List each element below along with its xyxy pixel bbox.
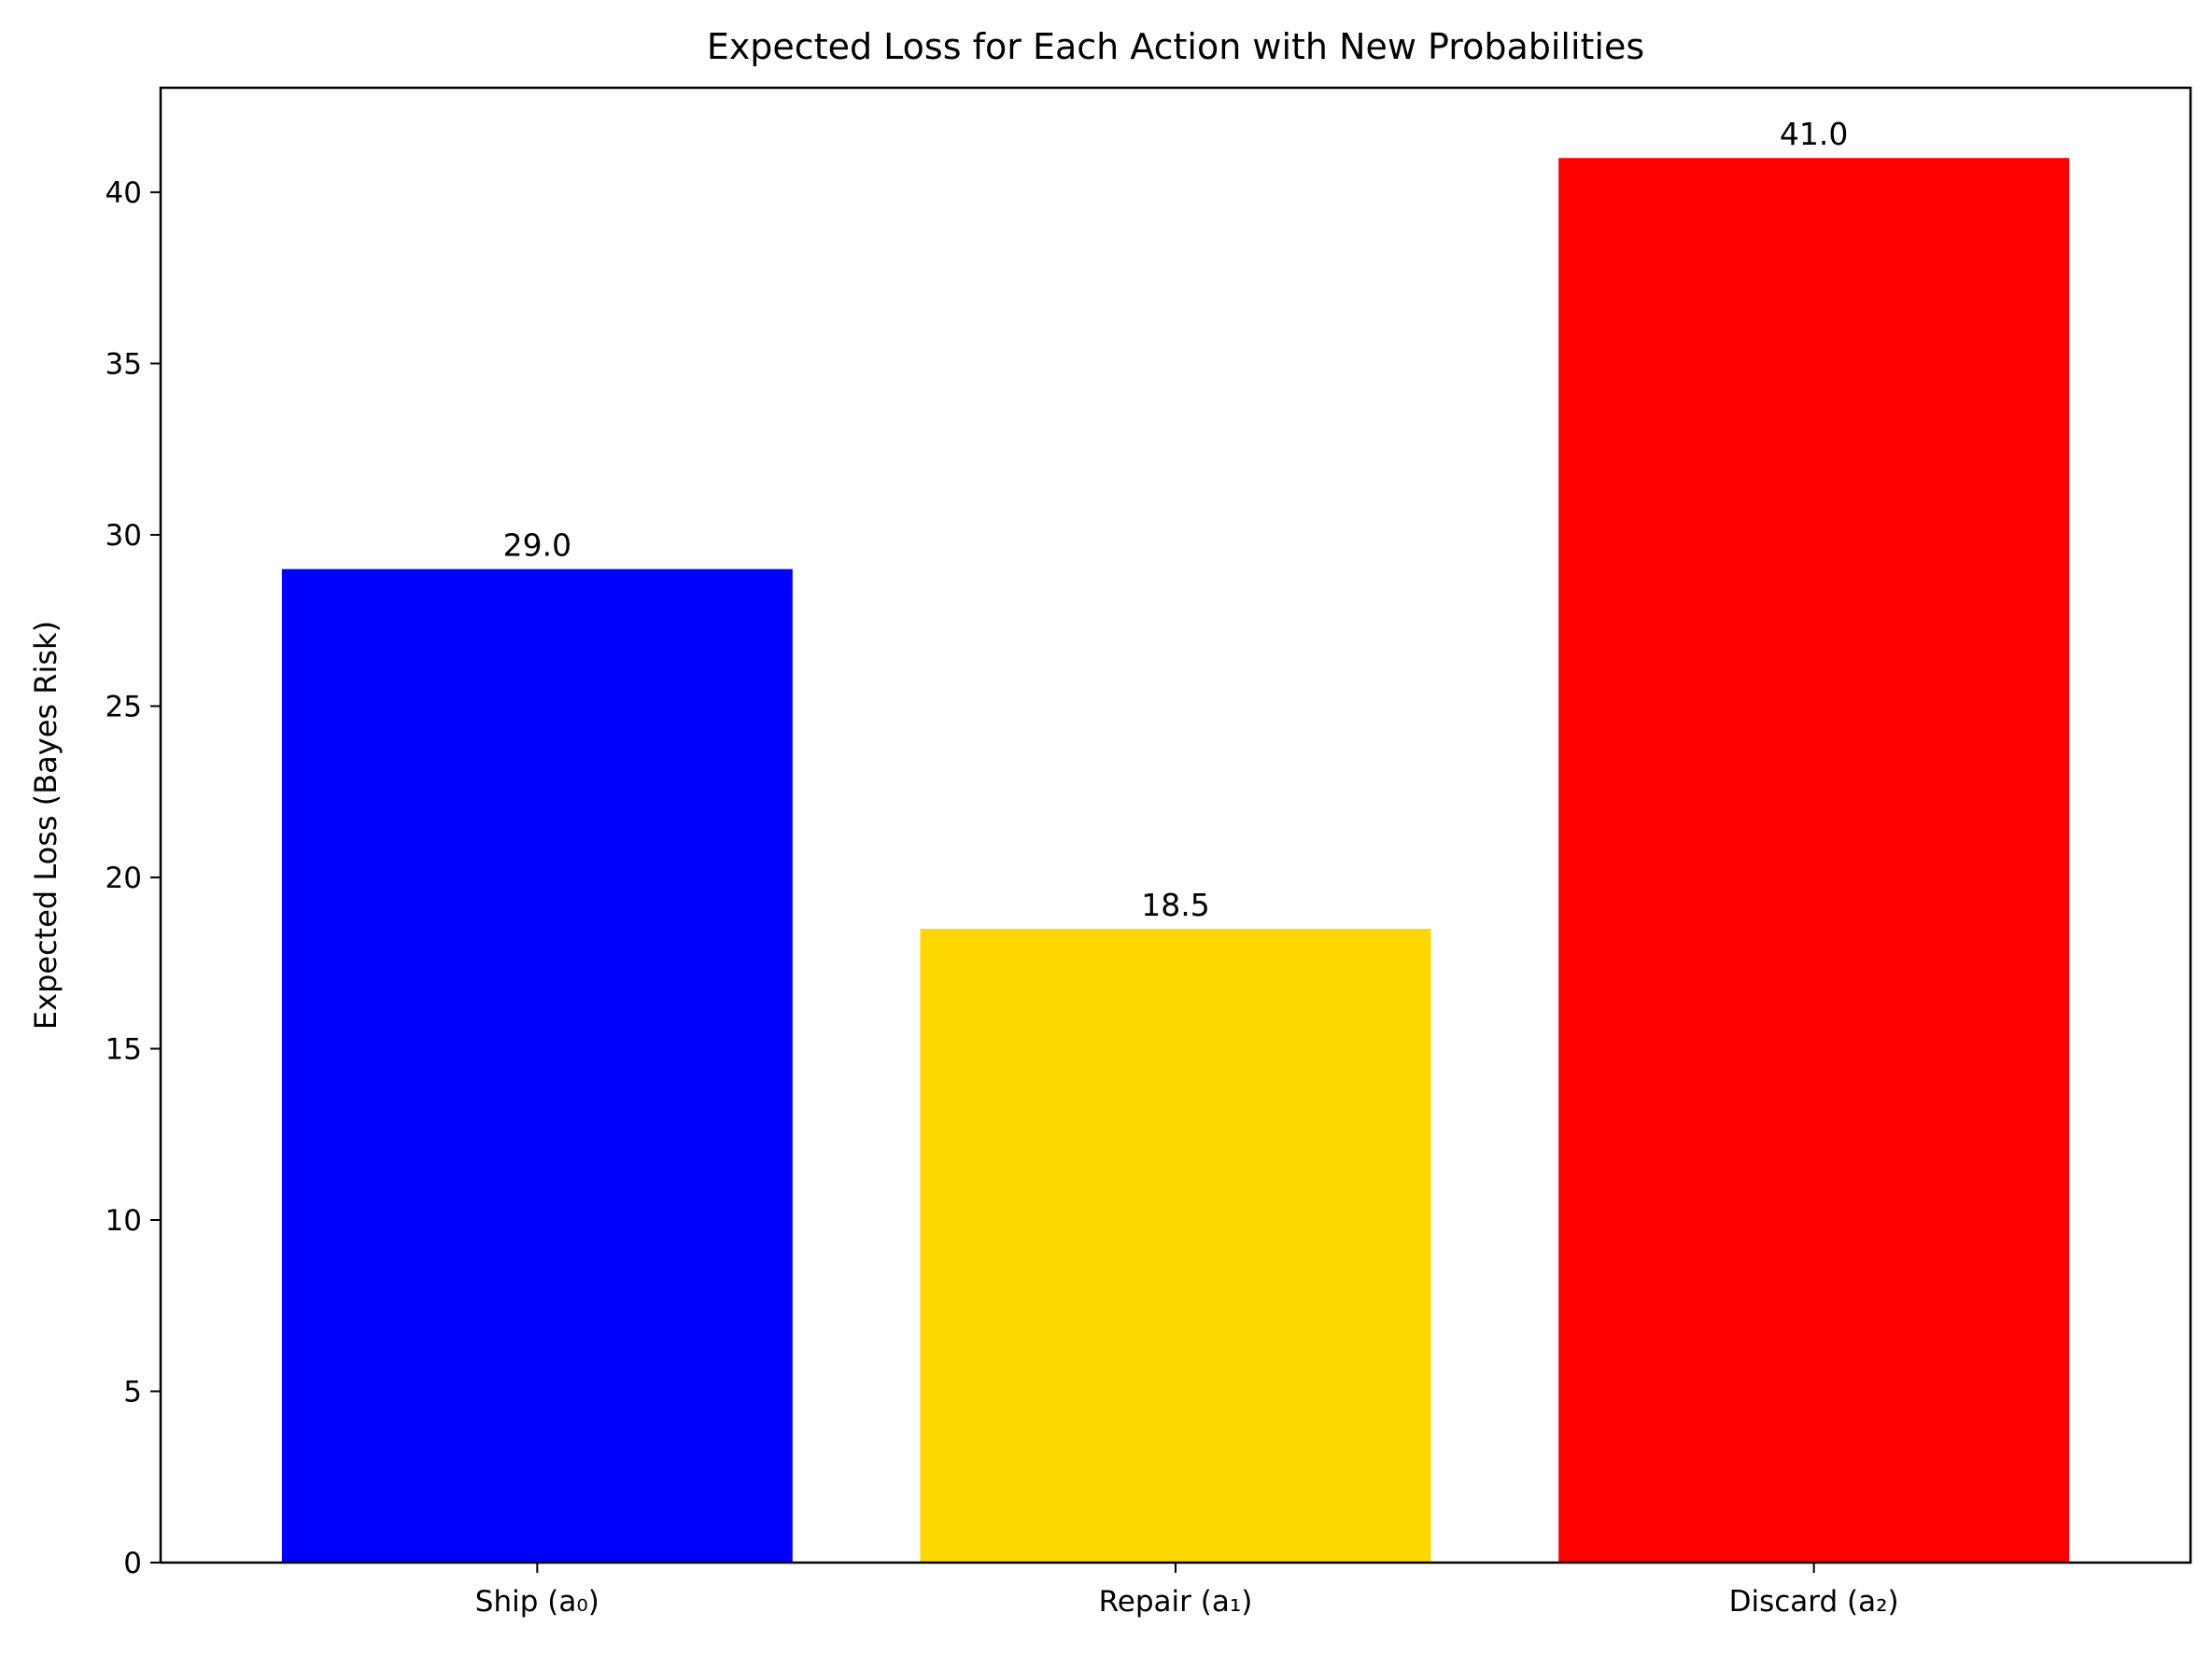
data-labels: 29.0 18.5 41.0 [503, 116, 1849, 923]
y-tick-label-20: 20 [106, 862, 142, 895]
y-tick-label-0: 0 [123, 1547, 142, 1580]
y-tick-label-30: 30 [106, 519, 142, 553]
data-label-3: 41.0 [1780, 116, 1848, 152]
x-axis-ticks: Ship (a₀) Repair (a₁) Discard (a₂) [475, 1563, 1899, 1619]
bar-2 [920, 929, 1431, 1563]
y-tick-label-15: 15 [106, 1032, 142, 1066]
chart-title: Expected Loss for Each Action with New P… [707, 26, 1644, 67]
bar-3 [1558, 158, 2070, 1564]
y-axis-title: Expected Loss (Bayes Risk) [28, 621, 63, 1030]
plot-area-frame [159, 86, 2192, 1564]
y-tick-label-35: 35 [106, 347, 142, 381]
y-tick-label-25: 25 [106, 690, 142, 723]
x-tick-label-1: Ship (a₀) [475, 1585, 599, 1619]
y-tick-label-5: 5 [123, 1375, 142, 1409]
bars [281, 158, 2070, 1564]
bar-1 [281, 568, 793, 1563]
y-tick-label-40: 40 [106, 176, 142, 210]
y-tick-label-10: 10 [106, 1204, 142, 1238]
x-tick-label-3: Discard (a₂) [1729, 1585, 1899, 1619]
y-axis-ticks: 0 5 10 15 20 25 30 35 40 [106, 176, 161, 1580]
data-label-2: 18.5 [1141, 887, 1209, 923]
x-tick-label-2: Repair (a₁) [1099, 1585, 1253, 1619]
data-label-1: 29.0 [503, 527, 571, 564]
